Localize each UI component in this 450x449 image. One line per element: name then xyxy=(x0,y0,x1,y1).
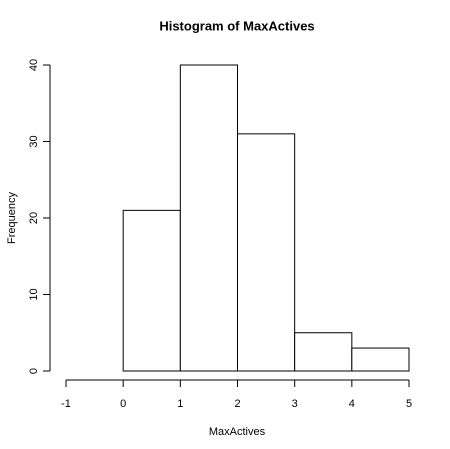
y-tick-label: 30 xyxy=(28,135,40,147)
x-tick-label: 2 xyxy=(234,398,240,410)
y-tick-label: 0 xyxy=(28,368,40,374)
bar xyxy=(237,133,296,372)
x-tick-label: 4 xyxy=(349,398,355,410)
x-tick-label: -1 xyxy=(61,398,71,410)
bar xyxy=(179,64,238,372)
x-tick-label: 1 xyxy=(177,398,183,410)
y-tick-label: 20 xyxy=(28,212,40,224)
chart-title: Histogram of MaxActives xyxy=(159,18,314,33)
y-axis-label: Frequency xyxy=(6,192,18,244)
bar xyxy=(294,332,353,372)
y-tick-label: 40 xyxy=(28,59,40,71)
x-tick-label: 0 xyxy=(120,398,126,410)
bar xyxy=(351,347,410,372)
x-tick-label: 3 xyxy=(292,398,298,410)
x-axis-label: MaxActives xyxy=(209,426,266,438)
x-tick-label: 5 xyxy=(406,398,412,410)
y-tick-label: 10 xyxy=(28,288,40,300)
bar xyxy=(122,209,181,372)
